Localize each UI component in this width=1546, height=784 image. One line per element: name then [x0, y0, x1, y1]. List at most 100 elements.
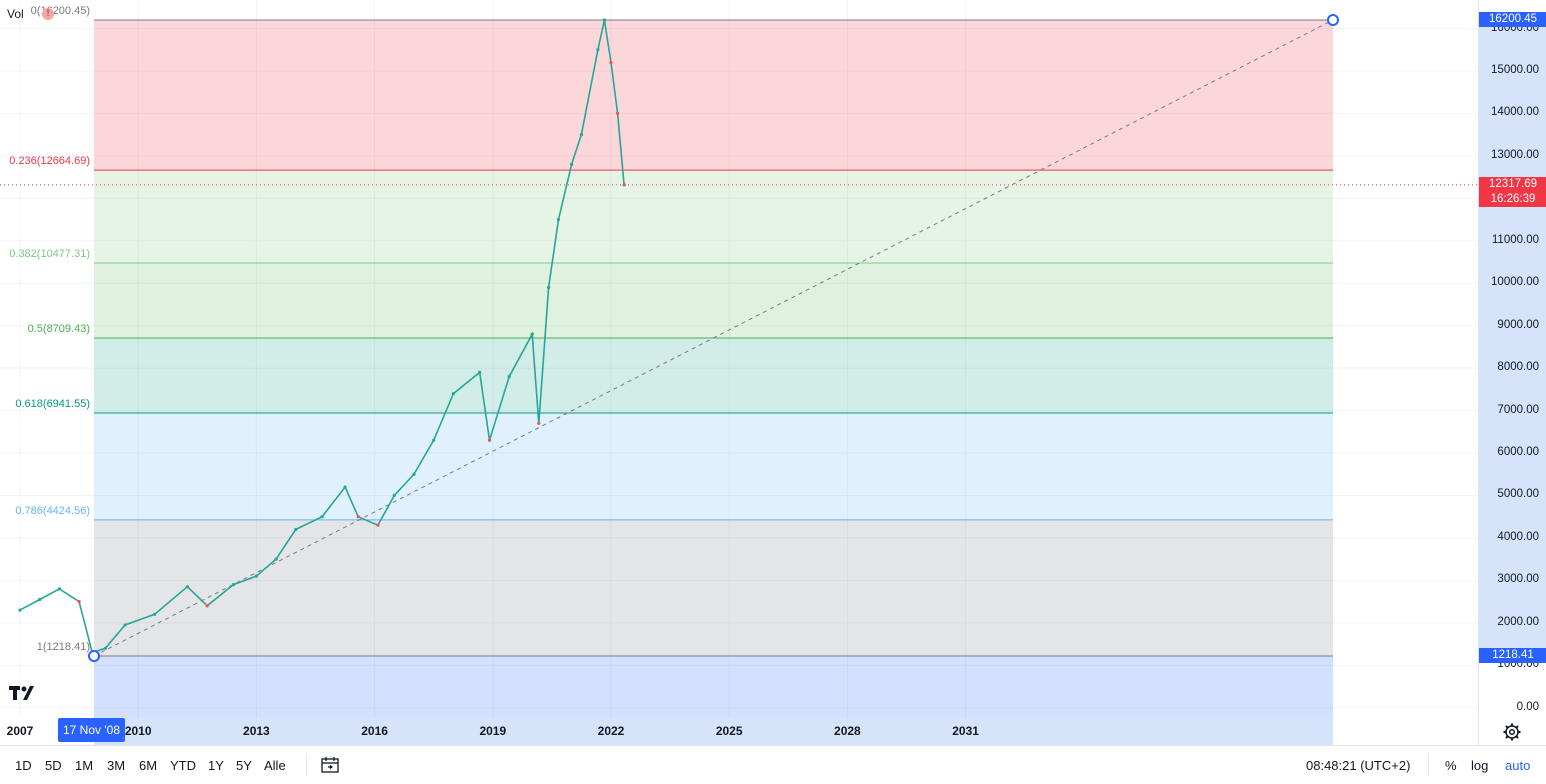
tradingview-logo-icon[interactable] — [7, 682, 37, 708]
time-tick-label: 2031 — [952, 724, 979, 738]
price-point — [274, 557, 278, 561]
price-point — [356, 515, 360, 519]
clock-timezone[interactable]: 08:48:21 (UTC+2) — [1306, 758, 1411, 773]
fib-anchor-low-handle — [88, 650, 100, 662]
price-point — [596, 48, 600, 52]
price-series-line — [19, 19, 625, 654]
price-chart[interactable] — [0, 0, 1478, 718]
fib-zone-0.236 — [94, 170, 1333, 263]
time-tick-label: 2025 — [715, 724, 743, 738]
price-point — [570, 162, 574, 166]
price-point — [18, 608, 22, 612]
fib-zone-0.382 — [94, 262, 1333, 338]
fib-zone-0.618 — [94, 413, 1333, 520]
price-point — [537, 421, 541, 425]
price-point — [254, 574, 258, 578]
fib-level-label: 0.786(4424.56) — [15, 504, 90, 517]
price-point — [412, 472, 416, 476]
chart-area[interactable]: 0(16200.45) 0.236(12664.69) 0.382(10477.31… — [0, 0, 1478, 718]
fib-zone-0 — [94, 20, 1333, 171]
time-tick-label: 2010 — [124, 724, 152, 738]
price-point — [547, 285, 551, 290]
separator — [306, 754, 307, 776]
price-point — [294, 527, 298, 532]
separator — [1428, 754, 1429, 776]
time-axis[interactable]: 2007 2010 2013 2016 2019 2022 2025 2028 2031 17 … — [0, 718, 1478, 745]
price-point — [478, 370, 482, 374]
price-axis[interactable]: 16000.0015000.0014000.0013000.0012000.00… — [1478, 0, 1546, 745]
price-point — [376, 523, 380, 527]
price-tick-label: 10000.00 — [1491, 276, 1539, 289]
price-point — [530, 332, 534, 336]
price-point — [153, 612, 157, 616]
range-button-alle[interactable]: Alle — [264, 758, 286, 773]
fib-anchor-high-handle — [1327, 14, 1339, 26]
time-tick-label: 2013 — [243, 724, 270, 738]
price-point — [556, 217, 561, 222]
price-point — [231, 583, 236, 587]
price-point — [392, 493, 396, 498]
fib-high-price-tag: 16200.45 — [1479, 12, 1546, 27]
time-tick-label: 2019 — [479, 724, 507, 738]
log-toggle[interactable]: log — [1471, 758, 1489, 773]
alert-icon[interactable]: ! — [42, 8, 54, 20]
fib-zone-0.786 — [94, 519, 1333, 656]
last-price-tag: 12317.69 16:26:39 — [1479, 176, 1546, 207]
candle-countdown: 16:26:39 — [1490, 192, 1536, 205]
price-point — [451, 391, 455, 396]
range-button-3m[interactable]: 3M — [107, 758, 126, 773]
price-point — [602, 18, 607, 22]
price-point — [507, 375, 511, 379]
range-button-5d[interactable]: 5D — [45, 758, 62, 773]
price-point — [205, 604, 209, 608]
price-point — [103, 646, 107, 650]
price-tick-label: 7000.00 — [1497, 403, 1539, 416]
price-tick-label: 0.00 — [1516, 700, 1539, 713]
selected-date-tag: 17 Nov '08 — [58, 718, 125, 742]
price-tick-label: 5000.00 — [1497, 488, 1539, 501]
price-point — [77, 599, 81, 604]
bottom-toolbar: 1D 5D 1M 3M 6M YTD 1Y 5Y Alle 08:48:21 (UTC+2) %… — [0, 745, 1546, 784]
price-tick-label: 13000.00 — [1491, 148, 1539, 161]
auto-scale-toggle[interactable]: auto — [1505, 758, 1531, 773]
time-tick-label: 2028 — [834, 724, 861, 738]
fib-zone-1 — [94, 656, 1333, 718]
range-button-1d[interactable]: 1D — [15, 758, 32, 773]
range-button-ytd[interactable]: YTD — [170, 758, 196, 773]
price-point — [343, 485, 347, 489]
price-tick-label: 2000.00 — [1497, 615, 1539, 628]
price-tick-label: 3000.00 — [1497, 573, 1539, 586]
range-button-1y[interactable]: 1Y — [208, 758, 224, 773]
fib-level-label: 0.618(6941.55) — [15, 398, 90, 411]
settings-gear-icon[interactable] — [1502, 722, 1522, 742]
price-tick-label: 6000.00 — [1497, 446, 1539, 459]
range-button-5y[interactable]: 5Y — [236, 758, 252, 773]
fib-level-label: 0.236(12664.69) — [9, 155, 90, 168]
fib-trend-line — [93, 19, 1334, 657]
price-tick-label: 15000.00 — [1491, 63, 1539, 76]
price-tick-label: 14000.00 — [1491, 106, 1539, 119]
price-axis-selection-band — [1479, 20, 1546, 656]
time-tick-label: 2007 — [6, 724, 34, 738]
price-point — [615, 111, 620, 116]
price-point — [487, 438, 492, 442]
time-tick-label: 2022 — [597, 724, 625, 738]
price-point — [57, 587, 62, 591]
time-tick-label: 2016 — [361, 724, 388, 738]
goto-date-icon[interactable] — [320, 756, 340, 774]
fib-zone-0.5 — [94, 338, 1333, 414]
price-tick-label: 9000.00 — [1497, 318, 1539, 331]
fib-level-label: 0.5(8709.43) — [27, 323, 90, 335]
price-tick-label: 8000.00 — [1497, 361, 1539, 374]
price-point — [579, 133, 584, 137]
price-point — [123, 623, 127, 627]
range-button-1m[interactable]: 1M — [75, 758, 94, 773]
last-price-value: 12317.69 — [1489, 177, 1537, 190]
price-tick-label: 4000.00 — [1497, 530, 1539, 543]
volume-label[interactable]: Vol — [7, 7, 24, 21]
percent-toggle[interactable]: % — [1445, 758, 1457, 773]
time-axis-selection-band — [94, 718, 1333, 745]
range-button-6m[interactable]: 6M — [139, 758, 158, 773]
price-point — [609, 60, 613, 65]
price-point — [185, 585, 190, 589]
